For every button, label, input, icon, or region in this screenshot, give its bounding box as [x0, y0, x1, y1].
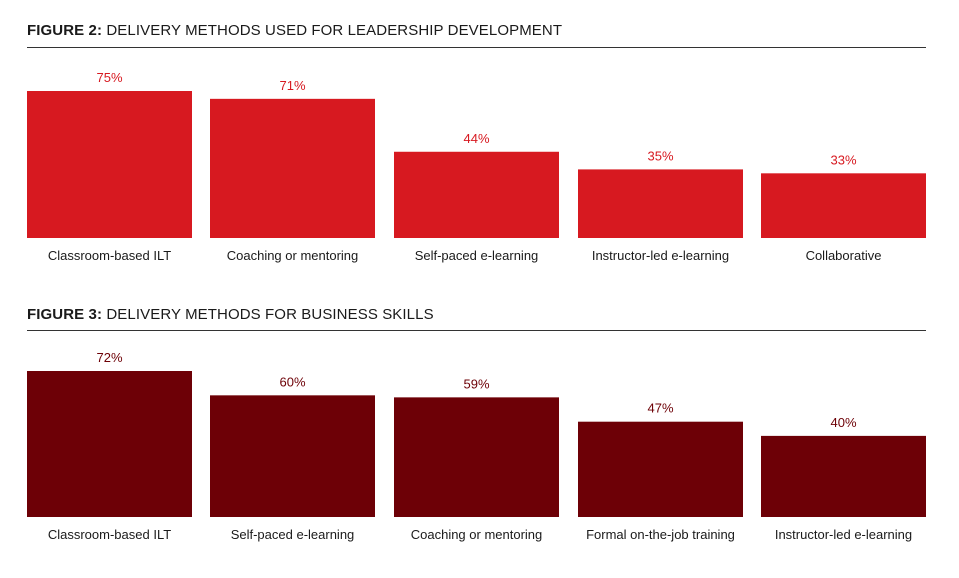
bar-classroom-based-ilt: [27, 91, 192, 238]
value-label-instructor-led-e-learning: 35%: [647, 148, 673, 163]
value-label-coaching-or-mentoring: 71%: [279, 78, 305, 93]
category-label-self-paced-e-learning: Self-paced e-learning: [231, 527, 355, 542]
value-label-self-paced-e-learning: 44%: [463, 131, 489, 146]
figure-2-bar-chart: 75% Classroom-based ILT 71% Coaching or men…: [27, 70, 926, 263]
bar-coaching-or-mentoring: [210, 98, 375, 238]
category-label-classroom-based-ilt: Classroom-based ILT: [48, 527, 171, 542]
figure-3-title: FIGURE 3: DELIVERY METHODS FOR BUSINESS …: [27, 306, 434, 323]
bar-coaching-or-mentoring: [394, 397, 559, 517]
category-label-instructor-led-e-learning: Instructor-led e-learning: [592, 248, 729, 263]
category-label-formal-on-the-job-training: Formal on-the-job training: [586, 527, 735, 542]
figure-3-bar-chart: 72% Classroom-based ILT 60% Self-paced e-le…: [27, 350, 926, 542]
category-label-classroom-based-ilt: Classroom-based ILT: [48, 248, 171, 263]
category-label-collaborative: Collaborative: [806, 248, 882, 263]
figure-2-heading: DELIVERY METHODS USED FOR LEADERSHIP DEV…: [106, 22, 563, 39]
value-label-formal-on-the-job-training: 47%: [647, 401, 673, 416]
value-label-classroom-based-ilt: 72%: [96, 350, 122, 365]
bar-formal-on-the-job-training: [578, 421, 743, 517]
figure-3-heading: DELIVERY METHODS FOR BUSINESS SKILLS: [106, 306, 434, 323]
figure-2-title: FIGURE 2: DELIVERY METHODS USED FOR LEAD…: [27, 22, 562, 39]
category-label-coaching-or-mentoring: Coaching or mentoring: [227, 248, 359, 263]
bar-instructor-led-e-learning: [761, 435, 926, 517]
category-label-coaching-or-mentoring: Coaching or mentoring: [411, 527, 543, 542]
category-label-instructor-led-e-learning: Instructor-led e-learning: [775, 527, 912, 542]
bar-classroom-based-ilt: [27, 371, 192, 517]
bar-collaborative: [761, 173, 926, 238]
figure-3-divider: [27, 330, 926, 331]
bar-self-paced-e-learning: [210, 395, 375, 517]
bar-instructor-led-e-learning: [578, 169, 743, 238]
figure-2-divider: [27, 47, 926, 48]
figure-2-label: FIGURE 2:: [27, 22, 103, 39]
value-label-coaching-or-mentoring: 59%: [463, 376, 489, 391]
category-label-self-paced-e-learning: Self-paced e-learning: [415, 248, 539, 263]
bar-self-paced-e-learning: [394, 151, 559, 238]
value-label-instructor-led-e-learning: 40%: [830, 415, 856, 430]
value-label-collaborative: 33%: [830, 152, 856, 167]
value-label-self-paced-e-learning: 60%: [279, 374, 305, 389]
figure-3-label: FIGURE 3:: [27, 306, 103, 323]
value-label-classroom-based-ilt: 75%: [96, 70, 122, 85]
